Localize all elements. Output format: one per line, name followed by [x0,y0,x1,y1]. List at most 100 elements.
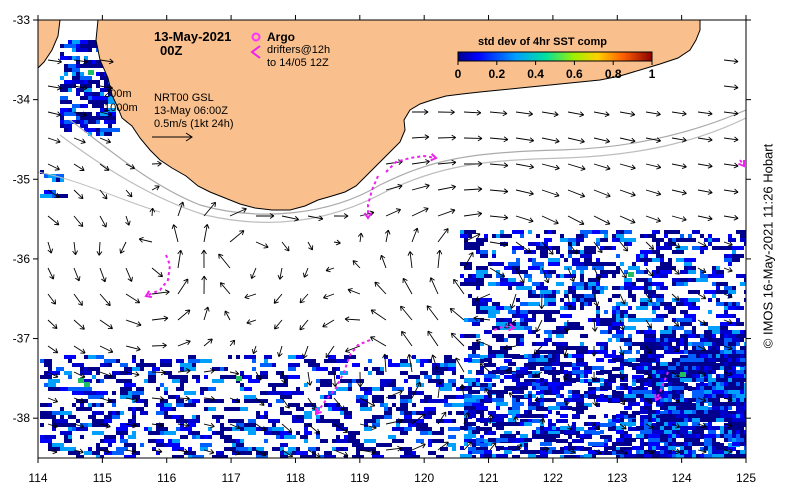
sst-cell [540,290,552,294]
sst-cell [228,419,240,423]
current-vector [203,449,215,455]
sst-cell [80,116,92,120]
lon-tick-label: 117 [222,471,241,485]
sst-cell [732,350,736,354]
sst-cell [680,390,684,394]
sst-cell [504,386,516,390]
sst-cell [580,274,584,278]
sst-cell [528,242,540,246]
sst-cell [512,374,516,378]
current-vector [671,267,680,275]
sst-cell [156,387,160,391]
sst-cell [60,52,64,56]
current-vector [459,384,466,399]
lat-tick-label: -34 [13,93,31,107]
sst-cell [444,355,452,359]
sst-cell [740,426,744,430]
sst-cell [520,390,524,394]
sst-cell [692,318,696,322]
sst-cell [648,418,652,422]
current-vector [411,183,430,191]
sst-cell [676,230,680,234]
sst-cell [672,454,676,458]
sst-cell [628,422,636,426]
current-vector [567,448,576,454]
sst-cell [188,419,200,423]
sst-cell [416,423,428,427]
current-vector [512,416,519,425]
current-vector [619,241,629,252]
sst-cell [668,242,676,246]
sst-cell [188,399,192,403]
sst-cell [280,455,288,458]
current-vector [515,241,531,253]
sst-cell [488,442,492,446]
sst-cell [268,419,280,423]
current-vector [229,339,236,347]
current-vector [671,345,680,353]
current-vector [723,422,733,428]
sst-cell [644,442,648,446]
sst-cell [472,382,476,386]
sst-cell [356,455,364,458]
current-vector [255,423,266,432]
lon-tick-label: 125 [736,471,756,485]
sst-cell [728,406,732,410]
current-vector [489,188,509,195]
sst-cell [688,290,692,294]
sst-cell [652,318,664,322]
sst-cell [540,434,544,438]
sst-cell [732,330,740,334]
current-vector [281,397,290,409]
sst-cell [644,387,648,391]
sst-cell [500,366,508,370]
sst-cell [100,379,104,383]
current-vector [323,293,335,300]
current-vector [509,293,517,309]
current-vector [255,371,262,381]
sst-cell [236,423,248,427]
sst-cell [116,359,120,363]
sst-cell [616,450,628,454]
sst-cell [392,439,404,443]
colorbar-tick-label: 0.2 [488,67,505,81]
current-vector [73,345,86,354]
sst-cell [576,234,584,238]
sst-cell [476,370,484,374]
sst-cell [584,391,588,395]
sst-cell [120,411,124,415]
sst-cell [60,415,64,419]
sst-cell [220,455,228,458]
sst-cell [316,387,320,391]
sst-cell [592,454,596,458]
sst-cell [608,446,616,450]
sst-cell [712,430,716,434]
sst-cell [388,395,396,399]
sst-cell [520,450,532,454]
sst-cell [636,270,648,274]
sst-cell [324,451,332,455]
sst-cell [628,306,632,310]
sst-cell [568,390,572,394]
sst-cell [556,250,560,254]
sst-cell [84,92,92,96]
current-vector [591,371,597,382]
current-vector [125,189,133,198]
sst-cell [56,174,64,178]
sst-cell [528,450,540,454]
sst-cell [660,414,672,418]
sst-cell [744,234,746,238]
sst-cell [728,314,732,318]
sst-cell [680,434,684,438]
sst-cell [176,399,184,403]
sst-cell [740,238,746,242]
current-vector [697,110,713,117]
sst-cell [640,298,648,302]
sst-cell [164,427,168,431]
sst-cell [516,395,528,399]
sst-cell [692,354,696,358]
sst-cell [460,234,468,238]
sst-cell [300,435,308,439]
sst-cell [652,430,660,434]
current-vector [619,189,636,197]
